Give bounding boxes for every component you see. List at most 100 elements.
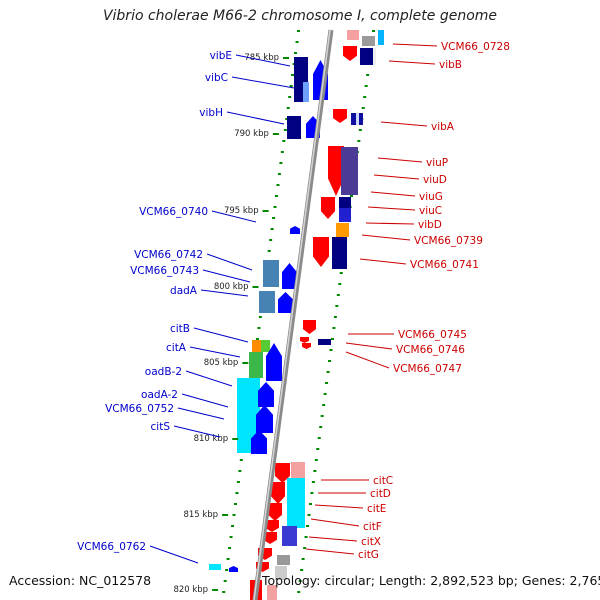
ruler-tick (322, 404, 326, 406)
label-leader-line (310, 518, 360, 527)
label-leader-line (305, 548, 355, 555)
gene-label[interactable]: citF (363, 521, 382, 533)
gene-arrow (278, 292, 293, 313)
label-leader-line (373, 174, 420, 180)
gene-label[interactable]: vibC (205, 72, 228, 84)
gene-block (209, 564, 221, 570)
ruler-label: 790 kbp (234, 129, 269, 139)
gene-label[interactable]: VCM66_0746 (396, 344, 465, 356)
gene-label[interactable]: citB (170, 323, 190, 335)
gene-label[interactable]: citC (373, 475, 393, 487)
label-leader-line (367, 206, 416, 211)
label-leader-line (181, 393, 229, 408)
label-leader-line (177, 407, 225, 420)
ruler-tick (350, 195, 354, 197)
gene-arrow (258, 382, 274, 407)
gene-label[interactable]: vibA (431, 121, 455, 133)
gene-label[interactable]: VCM66_0742 (134, 249, 203, 261)
gene-label[interactable]: viuD (423, 174, 447, 186)
gene-arrow (266, 343, 282, 381)
gene-label[interactable]: oadA-2 (141, 389, 178, 401)
label-leader-line (193, 327, 249, 343)
ruler-tick (328, 360, 332, 362)
gene-arrow (229, 566, 238, 572)
label-leader-line (231, 76, 295, 89)
ruler-tick (307, 514, 311, 516)
ruler-tick (288, 96, 292, 98)
ruler-tick (303, 547, 307, 549)
ruler-tick (223, 580, 227, 582)
gene-label[interactable]: viuP (426, 157, 448, 169)
gene-arrow (300, 337, 309, 343)
gene-label[interactable]: citG (358, 549, 379, 561)
ruler-tick (286, 107, 290, 109)
gene-label[interactable]: vibH (199, 107, 223, 119)
gene-arrow (268, 503, 282, 521)
ruler-tick (298, 580, 302, 582)
label-leader-line (359, 258, 407, 265)
gene-label[interactable]: citD (370, 488, 391, 500)
gene-arrow (275, 463, 290, 483)
gene-arrow (333, 109, 347, 123)
gene-label[interactable]: viuG (419, 191, 443, 203)
label-leader-line (345, 342, 393, 350)
gene-label[interactable]: citE (367, 503, 386, 515)
ruler-tick (329, 349, 333, 351)
gene-block (347, 30, 359, 40)
ruler-major-tick (252, 286, 259, 288)
ruler-tick (363, 96, 367, 98)
ruler-tick (236, 481, 240, 483)
label-leader-line (361, 234, 411, 241)
ruler-tick (291, 74, 295, 76)
gene-arrow (321, 197, 335, 219)
label-leader-line (380, 121, 428, 127)
gene-label[interactable]: VCM66_0740 (139, 206, 208, 218)
gene-label[interactable]: VCM66_0762 (77, 541, 146, 553)
gene-label[interactable]: VCM66_0739 (414, 235, 483, 247)
gene-label[interactable]: VCM66_0741 (410, 259, 479, 271)
gene-labels: vibE vibC vibH VCM66_0740 VCM66_0742 VCM66_07… (77, 41, 510, 564)
gene-label[interactable]: VCM66_0743 (130, 265, 199, 277)
gene-label[interactable]: vibB (439, 59, 462, 71)
ruler-tick (239, 459, 243, 461)
gene-label[interactable]: oadB-2 (145, 366, 182, 378)
gene-block (263, 260, 279, 287)
label-leader-line (206, 253, 253, 271)
ruler-tick (283, 129, 287, 131)
gene-label[interactable]: citX (361, 536, 381, 548)
ruler-tick (277, 173, 281, 175)
ruler-tick (364, 85, 368, 87)
ruler-tick (332, 327, 336, 329)
ruler-tick (300, 569, 304, 571)
ruler-tick (306, 525, 310, 527)
gene-label[interactable]: viuC (419, 205, 442, 217)
label-leader-line (345, 351, 390, 369)
accession-text: Accession: NC_012578 (9, 573, 152, 588)
label-leader-line (377, 157, 423, 163)
gene-label[interactable]: citS (151, 421, 171, 433)
ruler-tick (357, 140, 361, 142)
ruler-major-tick (232, 438, 239, 440)
gene-block (318, 339, 331, 345)
gene-label[interactable]: VCM66_0747 (393, 363, 462, 375)
ruler-tick (335, 305, 339, 307)
gene-arrow (328, 146, 344, 196)
ruler-tick (314, 459, 318, 461)
gene-label[interactable]: VCM66_0752 (105, 403, 174, 415)
ruler-tick (222, 591, 226, 593)
axis-highlight (253, 29, 331, 600)
gene-label[interactable]: VCM66_0728 (441, 41, 510, 53)
gene-block (303, 82, 309, 102)
gene-block (341, 147, 358, 195)
ruler-tick (319, 426, 323, 428)
gene-label[interactable]: VCM66_0745 (398, 329, 467, 341)
ruler-tick (308, 503, 312, 505)
ruler-major-tick (272, 133, 279, 135)
gene-arrow (271, 482, 285, 504)
gene-label[interactable]: vibD (418, 219, 442, 231)
gene-label[interactable]: dadA (170, 285, 198, 297)
ruler-tick (295, 41, 299, 43)
gene-label[interactable]: citA (166, 342, 187, 354)
gene-label[interactable]: vibE (210, 50, 232, 62)
